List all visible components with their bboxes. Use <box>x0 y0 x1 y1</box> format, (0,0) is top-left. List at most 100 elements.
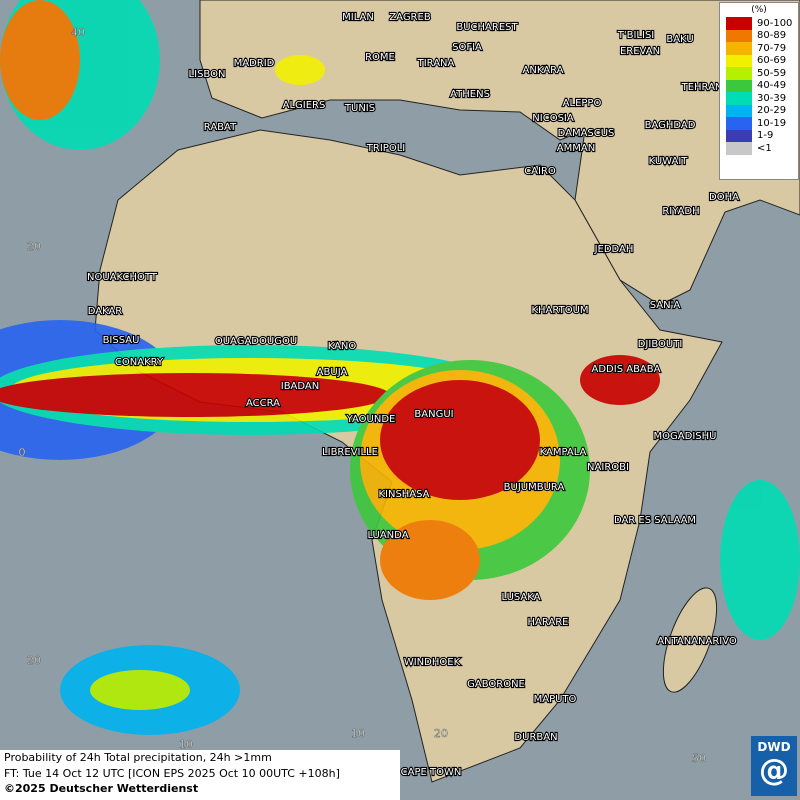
caption-line: ©2025 Deutscher Wetterdienst <box>4 782 199 795</box>
city-label: ANTANANARIVO <box>657 636 737 647</box>
city-label: MADRID <box>234 58 275 69</box>
city-label: NICOSIA <box>532 113 574 124</box>
legend-label: 90-100 <box>757 17 793 29</box>
legend-row: 80-89 <box>720 29 798 42</box>
city-label: KANO <box>328 341 357 352</box>
city-label: WINDHOEK <box>404 657 461 668</box>
legend-swatch <box>726 117 752 130</box>
legend-row: 30-39 <box>720 92 798 105</box>
legend-swatch <box>726 142 752 155</box>
caption-line: FT: Tue 14 Oct 12 UTC [ICON EPS 2025 Oct… <box>4 766 340 780</box>
city-label: TIRANA <box>417 58 455 69</box>
city-label: ACCRA <box>246 398 280 409</box>
grid-label: 10 <box>179 738 193 751</box>
city-label: LUSAKA <box>502 592 541 603</box>
city-label: BAKU <box>666 34 693 45</box>
city-label: TEHRAN <box>681 82 723 93</box>
legend: (%) 90-100 80-89 70-79 60-69 50-59 40-49 30-39 2… <box>719 2 799 180</box>
city-label: OUAGADOUGOU <box>215 336 297 347</box>
city-label: ALGIERS <box>283 100 326 111</box>
legend-row: 40-49 <box>720 79 798 92</box>
legend-label: 1-9 <box>757 130 774 142</box>
city-label: KUWAIT <box>649 156 689 167</box>
grid-label: 50 <box>692 752 706 765</box>
legend-label: 10-19 <box>757 117 787 129</box>
grid-label: 20 <box>27 654 41 667</box>
precipitation <box>0 0 800 735</box>
city-label: NOUAKCHOTT <box>87 272 158 283</box>
logo: DWD @ <box>751 736 797 796</box>
city-label: DJIBOUTI <box>638 339 683 350</box>
grid-label: 0 <box>19 446 26 459</box>
legend-swatch <box>726 17 752 30</box>
city-label: LISBON <box>189 69 226 80</box>
legend-swatch <box>726 54 752 67</box>
city-label: YAOUNDE <box>346 414 396 425</box>
legend-label: 20-29 <box>757 105 787 117</box>
city-label: KHARTOUM <box>531 305 588 316</box>
city-label: EREVAN <box>620 46 660 57</box>
logo-text: DWD <box>757 740 791 754</box>
city-label: ADDIS ABABA <box>592 364 661 375</box>
city-label: BAGHDAD <box>645 120 696 131</box>
city-label: TUNIS <box>344 103 375 114</box>
city-label: JEDDAH <box>594 244 634 255</box>
city-label: SAN'A <box>650 300 681 311</box>
city-label: DURBAN <box>514 732 557 743</box>
legend-label: 40-49 <box>757 80 787 92</box>
city-label: NAIROBI <box>587 462 629 473</box>
legend-swatch <box>726 79 752 92</box>
legend-row: 90-100 <box>720 17 798 30</box>
city-label: KINSHASA <box>378 489 429 500</box>
city-label: AMMAN <box>557 143 595 154</box>
legend-swatch <box>726 129 752 142</box>
legend-title: (%) <box>751 5 767 15</box>
city-label: DOHA <box>709 192 739 203</box>
legend-row: 20-29 <box>720 104 798 117</box>
city-label: ANKARA <box>523 65 564 76</box>
legend-row: 50-59 <box>720 67 798 80</box>
legend-label: <1 <box>757 142 772 154</box>
city-label: ALEPPO <box>563 98 602 109</box>
city-label: LUANDA <box>367 530 408 541</box>
caption: Probability of 24h Total precipitation, … <box>0 750 400 800</box>
city-label: DAMASCUS <box>558 128 615 139</box>
city-label: IBADAN <box>281 381 320 392</box>
grid-label: 40 <box>71 26 85 39</box>
city-label: GABORONE <box>467 679 525 690</box>
legend-swatch <box>726 104 752 117</box>
grid-label: 20 <box>434 727 448 740</box>
grid-label: 20 <box>27 240 41 253</box>
city-label: ATHENS <box>450 89 490 100</box>
city-label: BUJUMBURA <box>504 482 565 493</box>
logo-icon: @ <box>759 753 789 788</box>
legend-label: 60-69 <box>757 55 787 67</box>
caption-line: Probability of 24h Total precipitation, … <box>4 751 272 764</box>
city-label: TRIPOLI <box>366 143 405 154</box>
city-label: BUCHAREST <box>456 22 518 33</box>
grid-label: 10 <box>351 727 365 740</box>
city-label: DAR ES SALAAM <box>614 515 696 526</box>
legend-row: <1 <box>720 142 798 155</box>
legend-row: 10-19 <box>720 117 798 130</box>
city-label: RABAT <box>204 122 237 133</box>
city-label: BANGUI <box>414 409 453 420</box>
legend-row: 1-9 <box>720 129 798 142</box>
city-label: MILAN <box>342 12 374 23</box>
legend-label: 50-59 <box>757 67 787 79</box>
city-label: HARARE <box>527 617 568 628</box>
city-label: LIBREVILLE <box>322 447 378 458</box>
city-label: CAIRO <box>524 166 556 177</box>
city-label: CONAKRY <box>115 357 164 368</box>
legend-swatch <box>726 67 752 80</box>
legend-label: 80-89 <box>757 30 787 42</box>
city-label: MAPUTO <box>534 694 577 705</box>
city-label: SOFIA <box>452 42 482 53</box>
city-label: T'BILISI <box>617 30 654 41</box>
city-label: BISSAU <box>103 335 140 346</box>
city-label: MOGADISHU <box>654 431 717 442</box>
city-label: RIYADH <box>662 206 699 217</box>
legend-label: 70-79 <box>757 42 787 54</box>
